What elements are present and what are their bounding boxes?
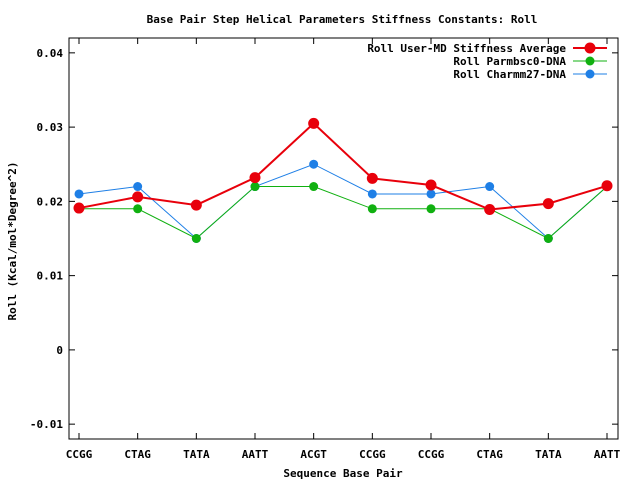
series-layer (73, 117, 613, 243)
data-point (74, 189, 84, 199)
chart-title: Base Pair Step Helical Parameters Stiffn… (147, 13, 538, 26)
data-point (133, 182, 143, 192)
legend-label: Roll Parmbsc0-DNA (453, 55, 566, 68)
data-point (426, 204, 436, 214)
y-tick-label: 0.02 (37, 195, 64, 208)
data-point (133, 204, 143, 214)
data-point (190, 199, 202, 211)
data-point (249, 172, 261, 184)
data-point (426, 189, 436, 199)
y-tick-label: 0.04 (37, 47, 64, 60)
y-axis-label: Roll (Kcal/mol*Degree^2) (6, 162, 19, 321)
legend-marker (585, 56, 595, 66)
series-1 (73, 117, 613, 216)
data-point (132, 191, 144, 203)
y-tick-label: 0 (56, 344, 63, 357)
data-point (73, 202, 85, 214)
y-tick-label: -0.01 (30, 418, 63, 431)
x-tick-label: AATT (242, 448, 269, 461)
legend-label: Roll Charmm27-DNA (453, 68, 566, 81)
x-tick-label: CCGG (66, 448, 93, 461)
series-line (78, 163, 608, 240)
data-point (366, 172, 378, 184)
x-tick-label: CTAG (124, 448, 151, 461)
x-axis-ticks: CCGG CTAG TATA AATT ACGT CCGG CCGG CTAG TATA AATT (66, 38, 621, 461)
y-tick-label: 0.01 (37, 270, 64, 283)
data-point (191, 234, 201, 243)
series-2 (74, 182, 612, 243)
legend-label: Roll User-MD Stiffness Average (367, 42, 566, 55)
data-point (484, 204, 496, 216)
legend-marker (584, 42, 596, 54)
data-point (250, 182, 260, 192)
data-point (308, 117, 320, 129)
y-axis-ticks: -0.01 0 0.01 0.02 0.03 0.04 (30, 47, 618, 431)
series-line (79, 186, 608, 240)
x-tick-label: CCGG (418, 448, 445, 461)
y-tick-label: 0.03 (37, 121, 64, 134)
x-tick-label: ACGT (300, 448, 327, 461)
data-point (367, 189, 377, 199)
data-point (542, 198, 554, 210)
plot-frame (68, 37, 619, 440)
x-tick-label: AATT (594, 448, 621, 461)
x-tick-label: CTAG (476, 448, 503, 461)
series-3 (74, 159, 612, 243)
x-axis-label: Sequence Base Pair (283, 467, 403, 480)
legend-marker (585, 69, 595, 79)
series-line (78, 122, 608, 211)
data-point (367, 204, 377, 214)
data-point (543, 234, 553, 243)
data-point (601, 180, 613, 192)
data-point (485, 182, 495, 192)
data-point (425, 179, 437, 191)
x-tick-label: TATA (535, 448, 562, 461)
data-point (309, 159, 319, 169)
x-tick-label: TATA (183, 448, 210, 461)
x-tick-label: CCGG (359, 448, 386, 461)
data-point (309, 182, 319, 192)
